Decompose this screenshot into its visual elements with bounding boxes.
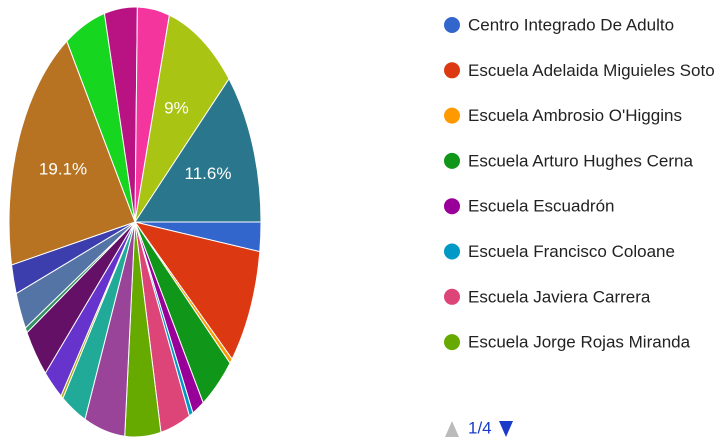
pie: 19.1% 9% 11.6% <box>8 6 262 438</box>
legend-prev-arrow[interactable] <box>445 421 459 437</box>
slice-label: 19.1% <box>39 160 87 179</box>
legend-swatch <box>444 152 460 169</box>
slice-label: 9% <box>164 98 189 117</box>
legend-label: Escuela Jorge Rojas Miranda <box>468 333 691 352</box>
legend-label: Escuela Javiera Carrera <box>468 287 651 306</box>
legend-label: Escuela Ambrosio O'Higgins <box>468 106 682 125</box>
legend-page: 1/4 <box>468 418 492 437</box>
pie-slice <box>8 40 136 266</box>
legend-label: Centro Integrado De Adulto <box>468 15 674 34</box>
legend-label: Escuela Escuadrón <box>468 197 614 216</box>
legend: Centro Integrado De Adulto Escuela Adelai… <box>444 15 715 352</box>
slice-label: 11.6% <box>185 164 232 183</box>
legend-label: Escuela Adelaida Miguieles Soto <box>468 61 715 80</box>
legend-swatch <box>444 198 460 215</box>
pie-slice <box>134 14 230 223</box>
legend-next-arrow[interactable] <box>499 421 513 437</box>
legend-swatch <box>444 288 460 305</box>
legend-label: Escuela Francisco Coloane <box>468 242 675 261</box>
legend-swatch <box>444 62 460 79</box>
legend-swatch <box>444 243 460 260</box>
pie-slice <box>133 221 261 361</box>
legend-swatch <box>444 334 460 351</box>
pie-slice <box>134 77 262 223</box>
legend-swatch <box>444 107 460 124</box>
legend-swatch <box>444 17 460 33</box>
legend-label: Escuela Arturo Hughes Cerna <box>468 151 693 170</box>
